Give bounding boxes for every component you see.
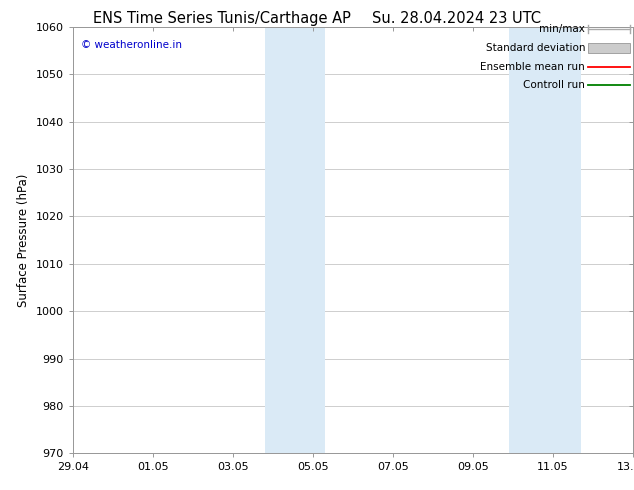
Text: Su. 28.04.2024 23 UTC: Su. 28.04.2024 23 UTC bbox=[372, 11, 541, 26]
Text: © weatheronline.in: © weatheronline.in bbox=[81, 40, 183, 50]
Y-axis label: Surface Pressure (hPa): Surface Pressure (hPa) bbox=[17, 173, 30, 307]
Text: ENS Time Series Tunis/Carthage AP: ENS Time Series Tunis/Carthage AP bbox=[93, 11, 351, 26]
Text: Ensemble mean run: Ensemble mean run bbox=[481, 62, 585, 72]
Bar bbox=[265, 27, 325, 453]
Text: Controll run: Controll run bbox=[523, 80, 585, 90]
Text: min/max: min/max bbox=[540, 24, 585, 34]
Bar bbox=[508, 27, 581, 453]
Text: Standard deviation: Standard deviation bbox=[486, 43, 585, 53]
